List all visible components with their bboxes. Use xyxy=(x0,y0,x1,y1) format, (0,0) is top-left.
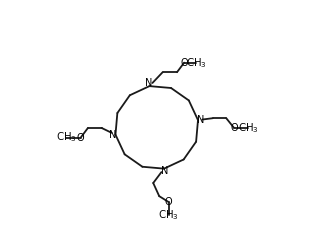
Text: O: O xyxy=(180,58,188,68)
Text: N: N xyxy=(161,167,168,177)
Text: CH$_3$: CH$_3$ xyxy=(186,56,206,69)
Text: N: N xyxy=(109,130,116,140)
Text: CH$_3$: CH$_3$ xyxy=(56,131,77,144)
Text: N: N xyxy=(145,78,153,88)
Text: O: O xyxy=(165,197,173,207)
Text: CH$_3$: CH$_3$ xyxy=(158,208,179,222)
Text: O: O xyxy=(77,132,85,142)
Text: N: N xyxy=(197,115,204,124)
Text: CH$_3$: CH$_3$ xyxy=(238,121,259,135)
Text: O: O xyxy=(230,123,238,133)
